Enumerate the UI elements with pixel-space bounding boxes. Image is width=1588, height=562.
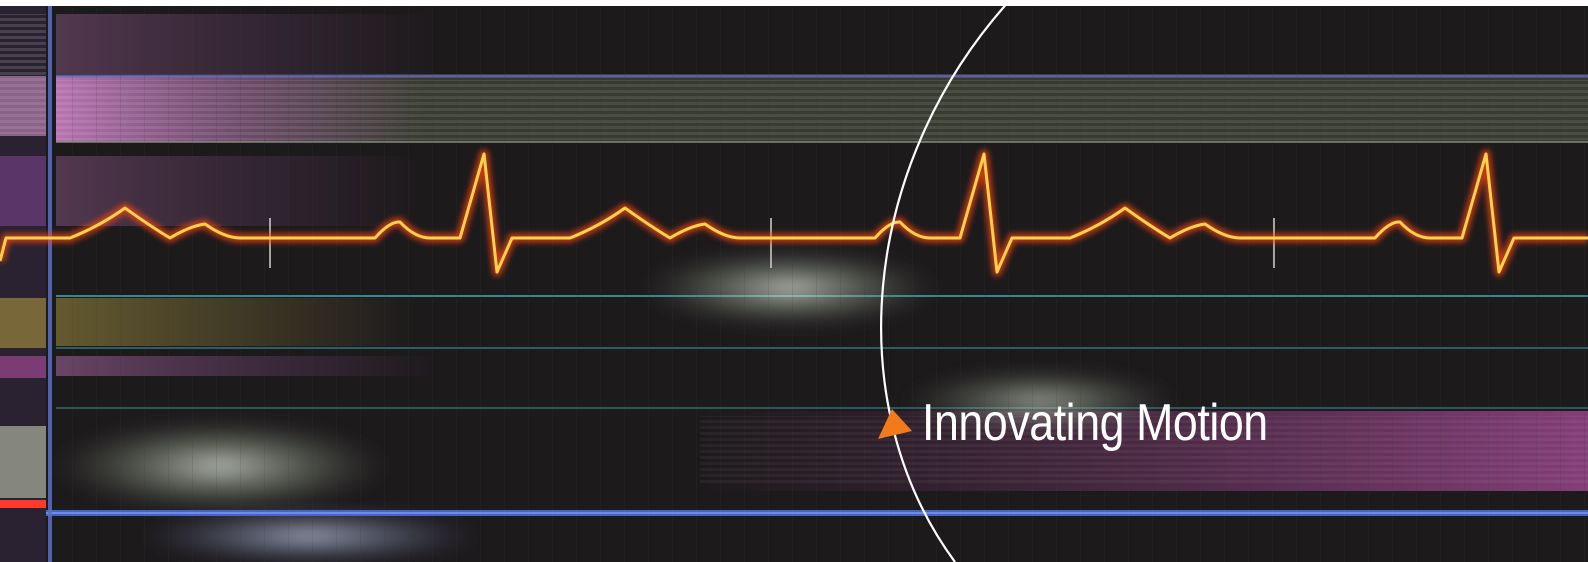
ecg-waveform-background: [0, 6, 1588, 562]
orange-triangle-arrow-icon: [878, 409, 912, 439]
tagline: Innovating Motion: [878, 391, 1324, 455]
hero-banner: Innovating Motion: [0, 6, 1588, 562]
tagline-text: Innovating Motion: [922, 394, 1268, 452]
ecg-line: [0, 149, 1588, 277]
white-arc: [880, 6, 1007, 562]
